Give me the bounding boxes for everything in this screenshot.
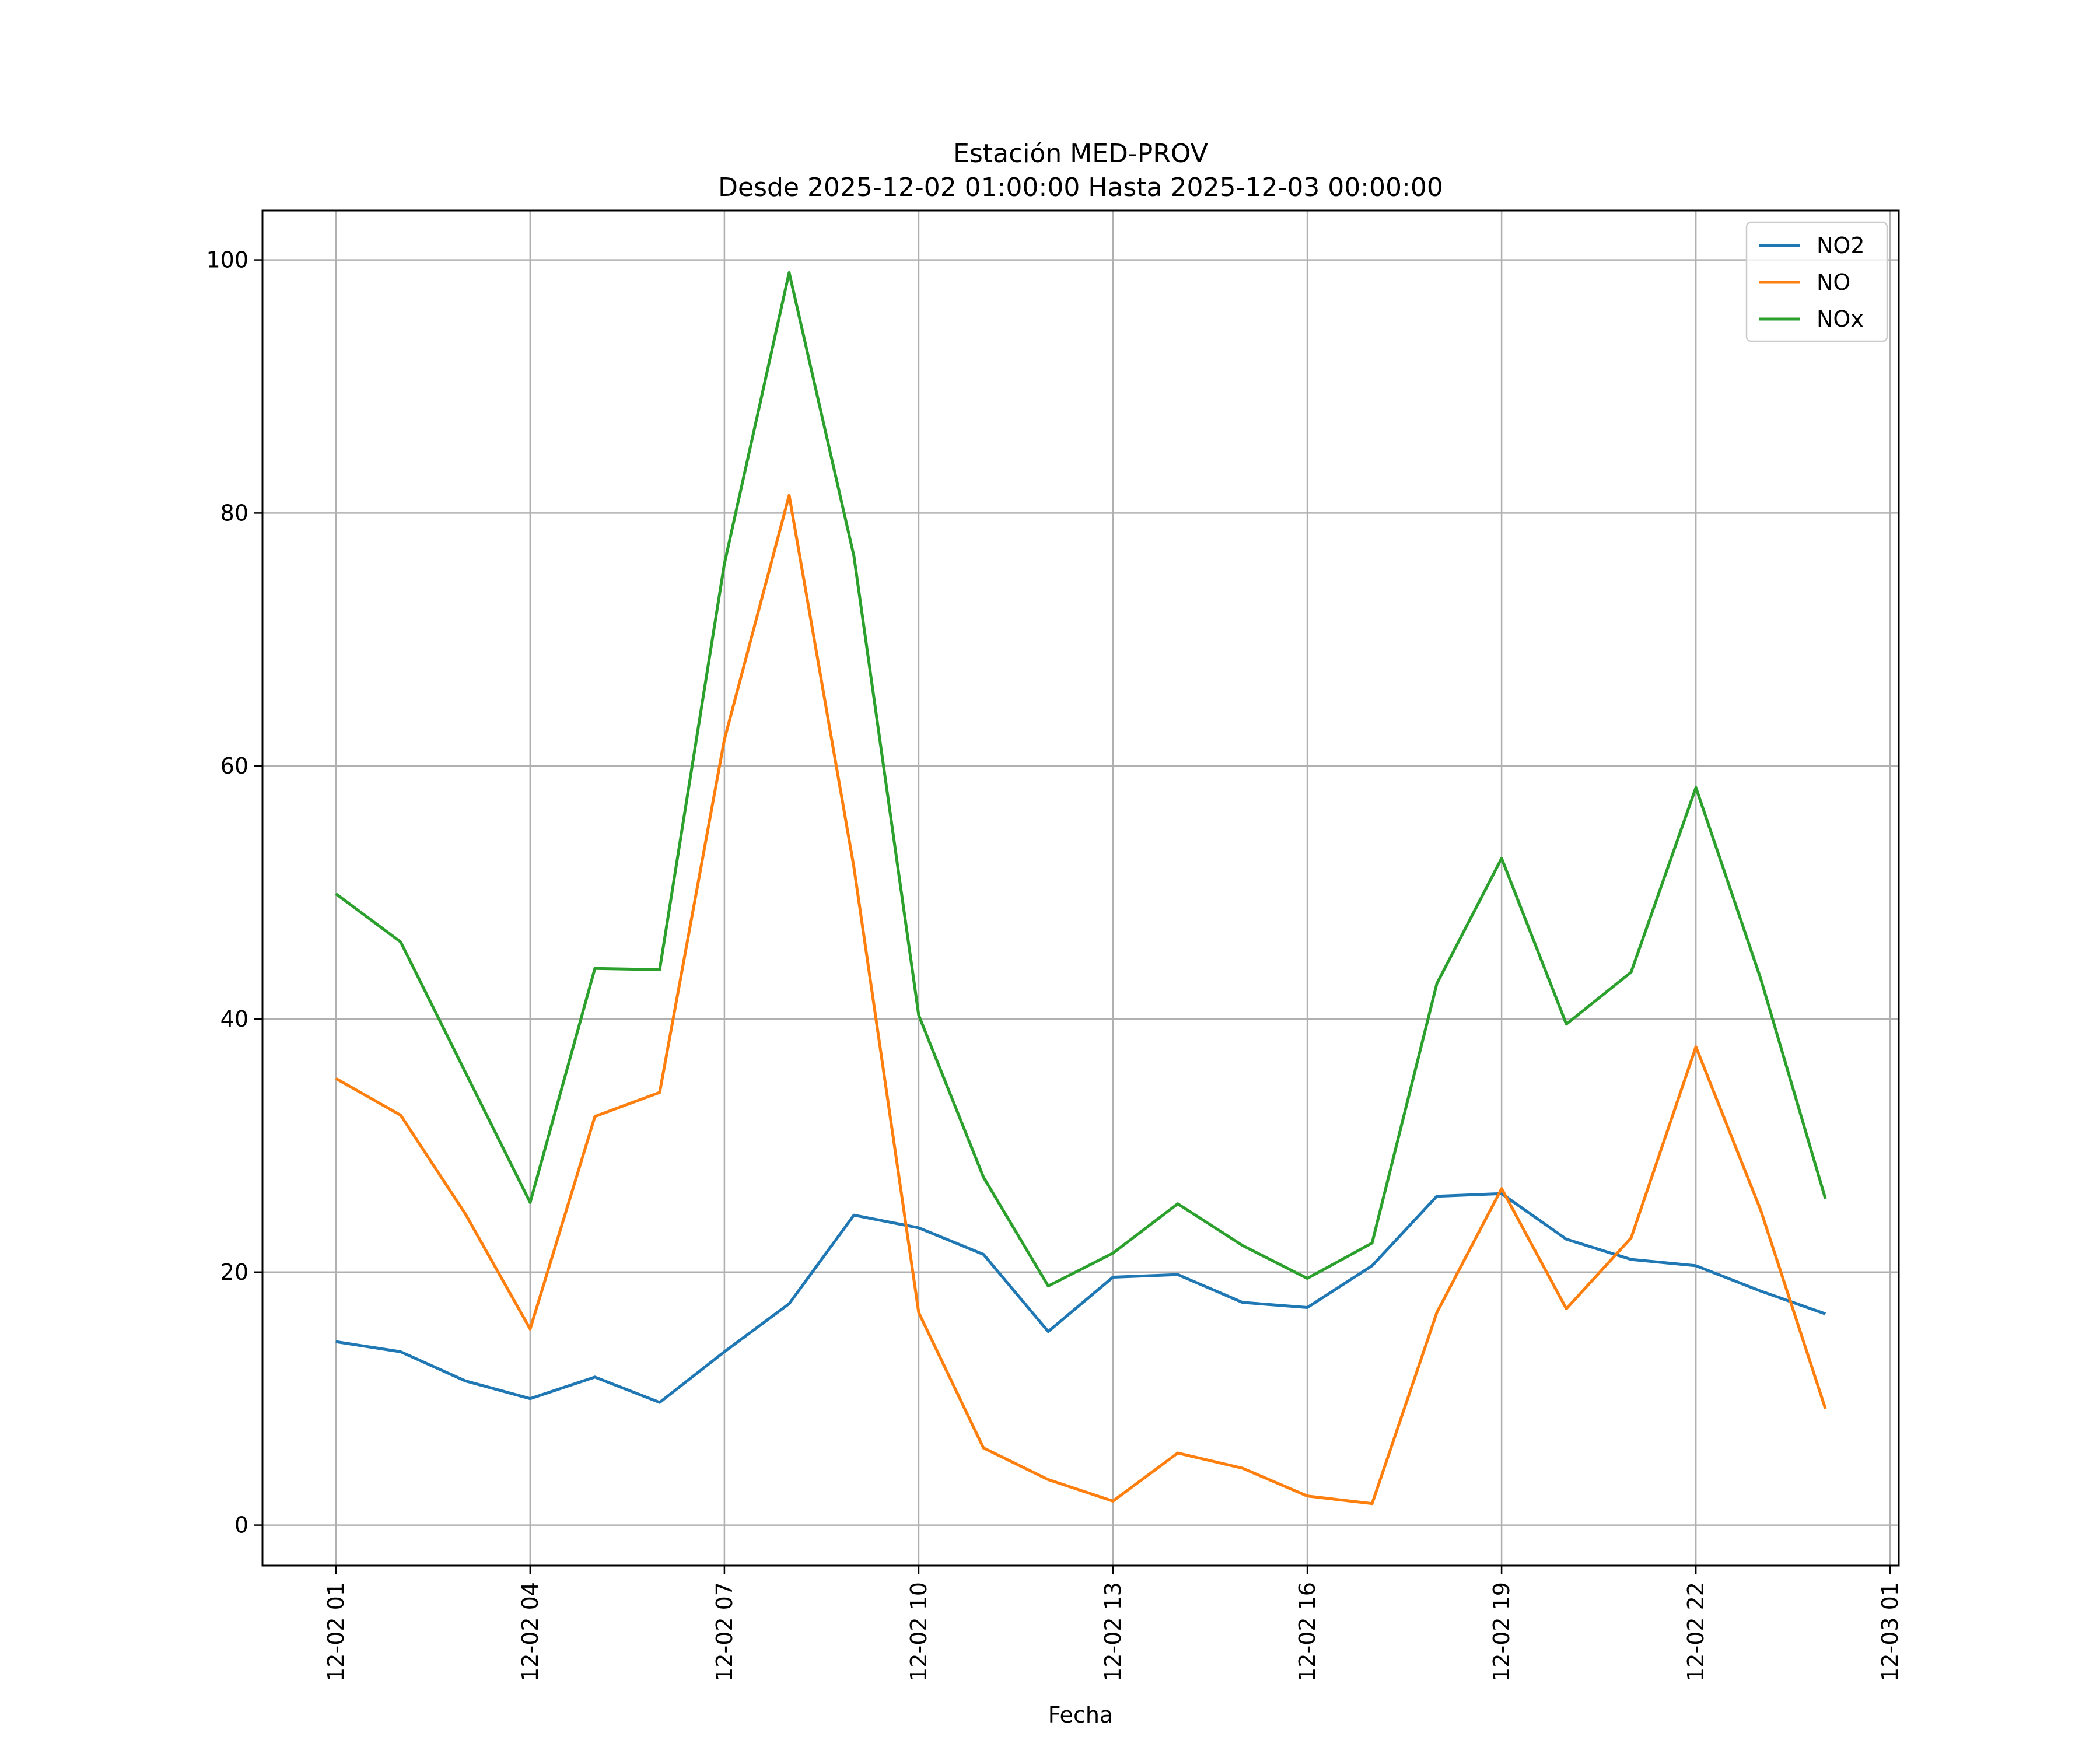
series-line-no2 [335, 1192, 1826, 1404]
y-tick-label: 100 [206, 247, 249, 273]
y-tick-label: 0 [235, 1513, 249, 1538]
y-tick-label: 40 [220, 1006, 249, 1032]
grid-lines [262, 211, 1899, 1566]
legend-label-nox: NOx [1817, 306, 1864, 332]
y-tick-label: 60 [220, 753, 249, 779]
x-tick-label: 12-02 22 [1683, 1582, 1709, 1682]
x-tick-label: 12-02 07 [712, 1582, 737, 1682]
x-tick-label: 12-02 10 [906, 1582, 932, 1682]
chart-title: Estación MED-PROV [953, 139, 1208, 169]
x-axis-label: Fecha [1048, 1702, 1113, 1728]
x-tick-label: 12-02 13 [1100, 1582, 1126, 1682]
series-line-no [335, 494, 1827, 1506]
legend-box [1745, 221, 1888, 342]
x-tick-label: 12-02 01 [323, 1582, 349, 1682]
plot-frame [261, 209, 1900, 1567]
series-layer [335, 271, 1827, 1506]
x-tick-label: 12-03 01 [1877, 1582, 1903, 1682]
series-line-nox [335, 271, 1827, 1288]
y-tick-label: 20 [220, 1259, 249, 1285]
legend-label-no2: NO2 [1817, 233, 1865, 258]
chart-subtitle: Desde 2025-12-02 01:00:00 Hasta 2025-12-… [718, 173, 1443, 202]
legend: NO2 NO NOx [1745, 221, 1888, 342]
x-tick-label: 12-02 16 [1294, 1582, 1320, 1682]
x-tick-label: 12-02 04 [517, 1582, 543, 1682]
x-tick-label: 12-02 19 [1489, 1582, 1514, 1682]
legend-label-no: NO [1817, 270, 1850, 295]
y-tick-label: 80 [220, 500, 249, 526]
axis-ticks: 12-02 01 12-02 04 12-02 07 12-02 10 12-02 13… [206, 247, 1903, 1682]
